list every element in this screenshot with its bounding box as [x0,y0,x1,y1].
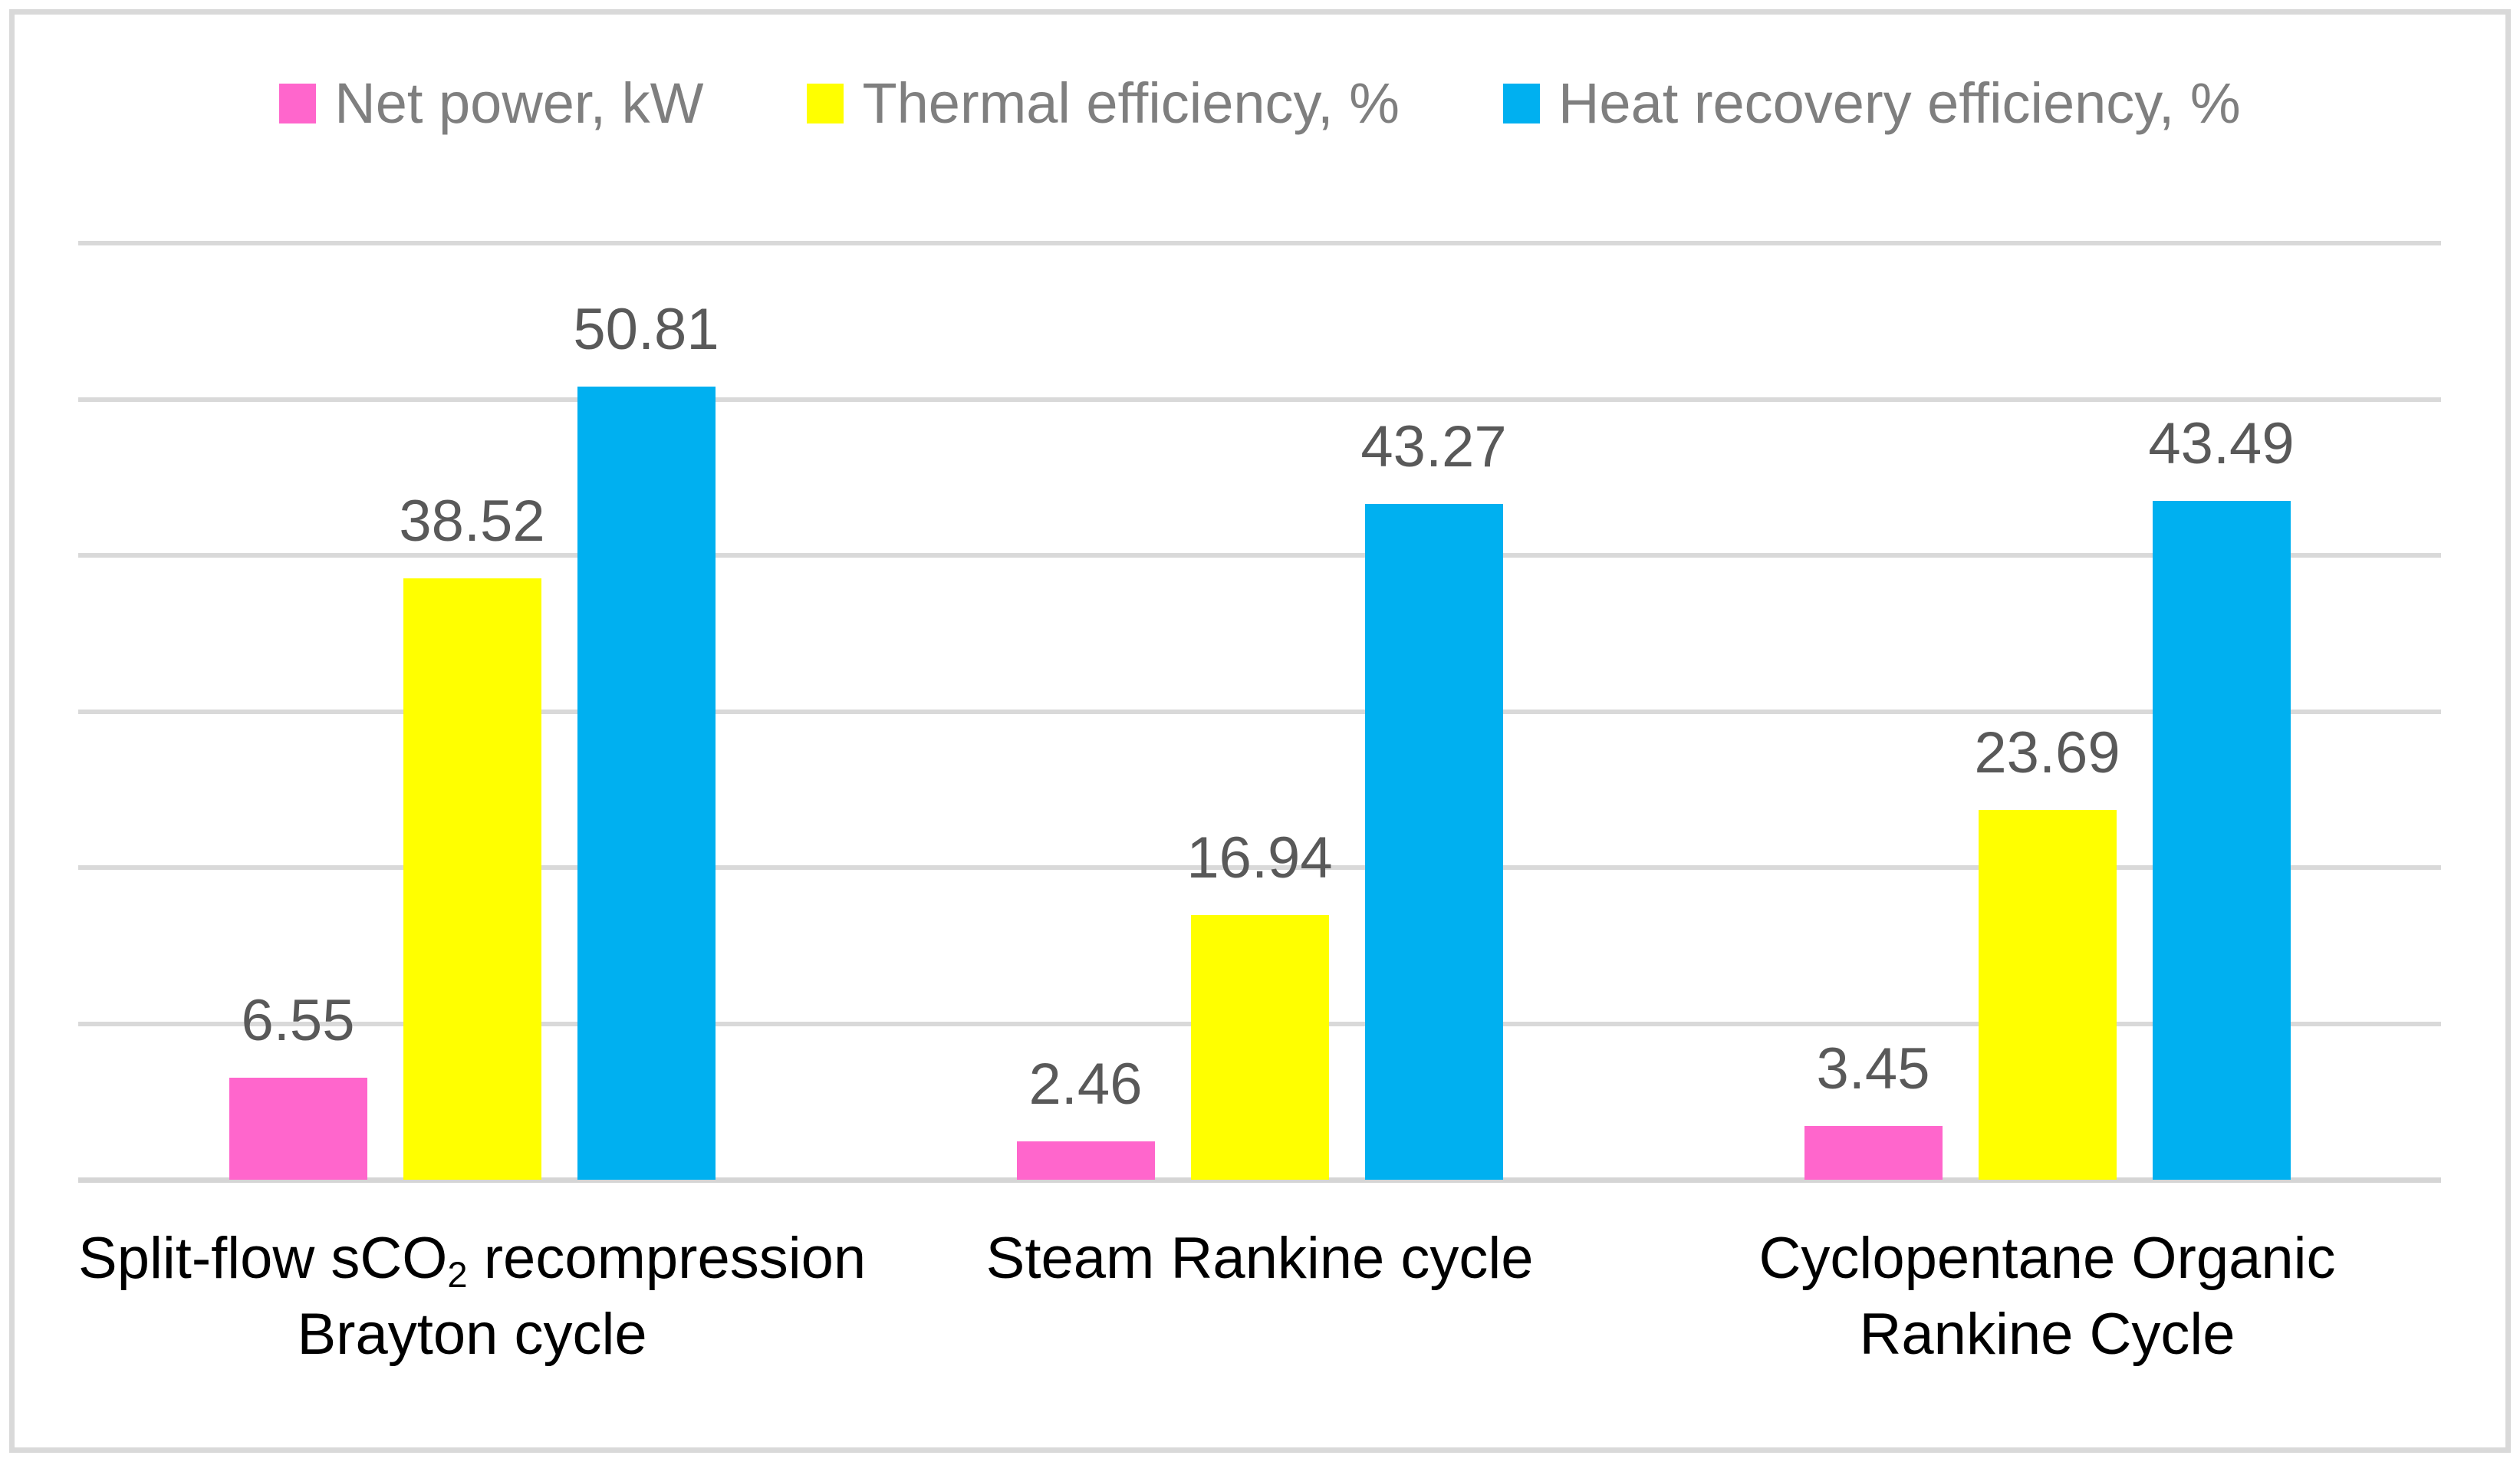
category-label-cyclopentane-orc: Cyclopentane Organic Rankine Cycle [1758,1226,2336,1367]
bar-wrap: 43.27 [1360,243,1507,1180]
legend-swatch-net-power [279,83,317,123]
legend-item-net-power: Net power, kW [279,71,703,136]
bar-group-steam-rankine: 2.46 16.94 43.27 [866,243,1653,1180]
value-label: 3.45 [1816,1036,1930,1101]
value-label: 2.46 [1028,1051,1143,1117]
legend-label: Net power, kW [334,71,704,135]
bar-wrap: 38.52 [399,243,545,1180]
bar-net-power [1016,1141,1155,1180]
bar-heat-recovery [2152,500,2291,1180]
bar-wrap: 50.81 [573,243,719,1180]
bar-wrap: 16.94 [1186,243,1333,1180]
value-label: 43.27 [1360,414,1507,480]
bar-wrap: 6.55 [229,243,367,1180]
bar-heat-recovery [577,387,716,1180]
bar-wrap: 3.45 [1804,243,1943,1180]
chart-border [9,9,2511,1453]
gridline [78,397,2441,402]
bar-net-power [1804,1125,1943,1180]
subscript: 2 [447,1253,468,1295]
value-label: 6.55 [241,987,355,1053]
legend-label: Thermal efficiency, % [862,71,1400,135]
value-label: 50.81 [573,297,719,363]
gridline [78,865,2441,871]
legend-swatch-heat-recovery [1502,83,1540,123]
legend-item-thermal-efficiency: Thermal efficiency, % [807,71,1400,136]
legend: Net power, kW Thermal efficiency, % Heat… [0,71,2520,136]
value-label: 38.52 [399,489,545,555]
gridline [78,709,2441,714]
legend-swatch-thermal-efficiency [807,83,844,123]
bar-group-brayton-cycle: 6.55 38.52 50.81 [78,243,866,1180]
bar-thermal-efficiency [403,578,541,1180]
bar-wrap: 23.69 [1974,243,2120,1180]
legend-item-heat-recovery: Heat recovery efficiency, % [1502,71,2241,136]
value-label: 23.69 [1974,719,2120,785]
bar-group-cyclopentane-orc: 3.45 23.69 43.49 [1653,243,2441,1180]
gridline [78,553,2441,558]
bar-wrap: 43.49 [2148,243,2295,1180]
bar-net-power [229,1077,367,1180]
bar-thermal-efficiency [1978,809,2117,1180]
category-label-steam-rankine: Steam Rankine cycle [985,1226,1534,1291]
bar-heat-recovery [1364,504,1503,1180]
x-axis-line [78,1177,2441,1183]
gridline [78,241,2441,245]
value-label: 43.49 [2148,410,2295,476]
bar-wrap: 2.46 [1016,243,1155,1180]
plot-area: 6.55 38.52 50.81 2.46 16.94 [78,241,2441,1183]
bar-thermal-efficiency [1190,915,1329,1180]
category-label-brayton-cycle: Split-flow sCO2 recompression Brayton cy… [78,1226,867,1367]
x-axis-labels: Split-flow sCO2 recompression Brayton cy… [78,1221,2441,1373]
bar-groups: 6.55 38.52 50.81 2.46 16.94 [78,243,2441,1180]
value-label: 16.94 [1186,825,1333,891]
legend-label: Heat recovery efficiency, % [1558,71,2241,135]
